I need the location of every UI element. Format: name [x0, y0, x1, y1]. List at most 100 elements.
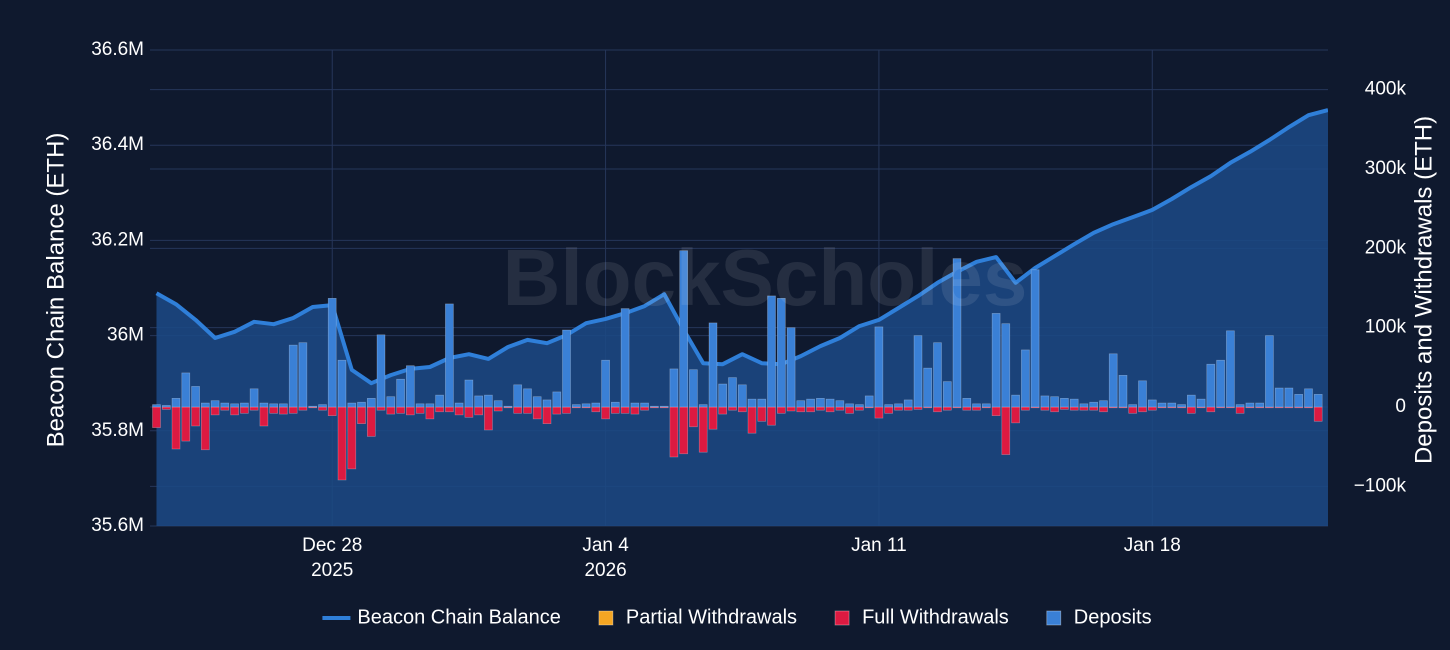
- bar: [708, 406, 718, 430]
- bar: [308, 405, 318, 408]
- bar: [240, 406, 249, 414]
- bar: [386, 396, 396, 408]
- bar: [874, 326, 884, 408]
- legend-item: Beacon Chain Balance: [322, 606, 561, 628]
- bar: [718, 406, 728, 415]
- bar: [318, 404, 327, 408]
- bar: [1118, 374, 1128, 408]
- legend-item: Deposits: [1046, 606, 1152, 628]
- bar: [855, 406, 864, 411]
- y-tick-label: 36.6M: [91, 39, 144, 60]
- bar: [1187, 406, 1196, 414]
- bar: [396, 406, 405, 414]
- bar: [913, 335, 923, 408]
- bar: [903, 399, 913, 408]
- bar: [698, 406, 708, 453]
- bar: [962, 406, 972, 411]
- bar: [230, 403, 239, 408]
- bar: [1245, 402, 1255, 408]
- bar: [1148, 399, 1157, 408]
- axes: Dec 28 2025 Jan 4 2026 Jan 11 Jan 18 35.6M 35.8…: [91, 39, 1406, 581]
- bar: [952, 258, 962, 408]
- bar: [669, 406, 679, 458]
- bar: [532, 406, 542, 420]
- y-tick-label: 36.2M: [91, 229, 144, 250]
- bar: [464, 379, 474, 408]
- x-tick-label: Dec 28: [302, 535, 362, 556]
- bar: [1060, 397, 1069, 408]
- bar: [747, 398, 757, 408]
- bar: [210, 406, 220, 416]
- bar: [493, 400, 503, 408]
- bar: [991, 313, 1001, 408]
- bar: [562, 329, 571, 408]
- bar: [610, 406, 620, 414]
- bar: [1284, 387, 1294, 408]
- bar: [162, 405, 171, 408]
- bar: [972, 406, 981, 411]
- bar: [640, 406, 649, 411]
- bar: [806, 406, 815, 413]
- bar: [396, 378, 405, 408]
- bar: [357, 401, 366, 408]
- bar: [240, 402, 249, 408]
- bar: [816, 406, 825, 411]
- y2-tick-label: 100k: [1365, 317, 1407, 338]
- bar: [445, 406, 454, 413]
- bar: [991, 406, 1001, 416]
- bar: [796, 406, 806, 413]
- bar: [1079, 406, 1089, 411]
- bar: [1011, 394, 1020, 408]
- bar: [689, 369, 698, 408]
- bar: [708, 322, 718, 408]
- bar: [816, 397, 825, 408]
- bar: [542, 406, 552, 425]
- bar: [405, 406, 415, 416]
- bar: [884, 404, 894, 408]
- bar: [933, 406, 942, 413]
- bar: [1148, 406, 1157, 411]
- bar: [942, 406, 952, 411]
- bar: [1235, 406, 1245, 414]
- y-tick-label: 35.6M: [91, 515, 144, 536]
- bar: [620, 308, 630, 408]
- bar: [1040, 406, 1050, 411]
- bar: [610, 401, 620, 408]
- x-tick-label: Jan 18: [1124, 535, 1181, 556]
- bar: [757, 406, 767, 422]
- bar: [1021, 349, 1030, 408]
- bar: [1216, 359, 1225, 408]
- bar: [855, 404, 864, 408]
- bar: [415, 406, 425, 414]
- bar: [562, 406, 571, 414]
- y2-tick-label: −100k: [1354, 475, 1407, 496]
- bar: [659, 405, 669, 408]
- bar: [776, 297, 786, 408]
- bar: [230, 406, 239, 416]
- y2-axis-title: Deposits and Withdrawals (ETH): [1410, 116, 1437, 464]
- bar: [366, 397, 376, 408]
- bar: [513, 406, 523, 414]
- bar: [1294, 393, 1303, 408]
- bar: [1001, 406, 1011, 455]
- bar: [874, 406, 884, 419]
- bar: [1235, 404, 1245, 408]
- x-tick-label: Jan 4: [582, 535, 629, 556]
- x-tick-year: 2026: [584, 560, 626, 581]
- y-tick-label: 35.8M: [91, 420, 144, 441]
- bar: [1099, 400, 1108, 408]
- bar: [835, 406, 845, 411]
- bar: [591, 406, 601, 413]
- bar: [376, 406, 386, 411]
- legend-swatch: [598, 610, 614, 626]
- bar: [201, 402, 210, 408]
- watermark: BlockScholes: [503, 233, 1028, 322]
- bar: [337, 406, 347, 481]
- bar: [171, 397, 181, 408]
- bar: [523, 406, 532, 414]
- y2-tick-label: 0: [1395, 396, 1406, 417]
- bar: [1177, 404, 1186, 408]
- bar: [1274, 387, 1284, 408]
